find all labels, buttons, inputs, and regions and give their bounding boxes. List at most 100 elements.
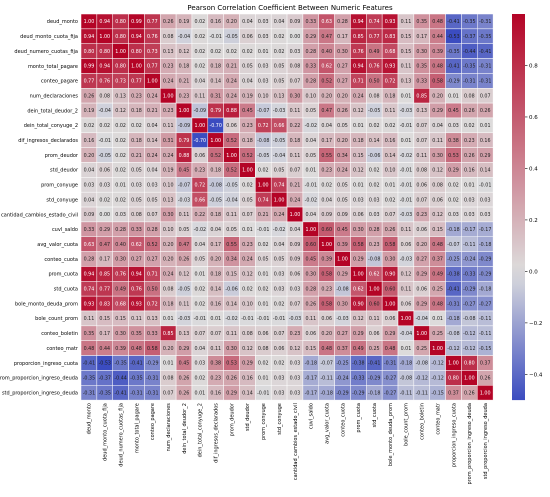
cell-value-label: 1.00 — [242, 168, 253, 174]
cell-value-label: -0.03 — [289, 316, 301, 322]
cell-value-label: -0.05 — [225, 182, 237, 188]
cell-value-label: -0.33 — [352, 376, 364, 382]
cell-value-label: -0.02 — [194, 227, 206, 233]
cell-value-label: 0.37 — [337, 346, 348, 352]
cell-value-label: 0.93 — [84, 301, 95, 307]
cell-value-label: 0.26 — [179, 376, 190, 382]
cell-value-label: -0.12 — [463, 331, 475, 337]
cell-value-label: 0.09 — [84, 212, 95, 218]
cell-value-label: 0.07 — [290, 301, 301, 307]
cell-value-label: 1.00 — [84, 19, 95, 25]
cell-value-label: 0.08 — [258, 346, 269, 352]
cell-value-label: 0.01 — [258, 272, 269, 278]
cell-value-label: 0.06 — [274, 346, 285, 352]
cell-value-label: -0.44 — [114, 376, 126, 382]
cell-value-label: 0.40 — [321, 49, 332, 55]
cell-value-label: 0.05 — [305, 108, 316, 114]
cell-value-label: 0.48 — [321, 346, 332, 352]
cell-value-label: 0.28 — [305, 286, 316, 292]
cell-value-label: 0.01 — [163, 316, 174, 322]
cell-value-label: 0.76 — [99, 79, 110, 85]
x-tick-label: conteo_pagare — [150, 403, 156, 440]
cell-value-label: 0.80 — [84, 49, 95, 55]
cell-value-label: -0.01 — [194, 316, 206, 322]
cell-value-label: 0.45 — [448, 108, 459, 114]
cell-value-label: 0.85 — [416, 93, 427, 99]
cell-value-label: 0.02 — [115, 153, 126, 159]
cell-value-label: 0.27 — [337, 331, 348, 337]
cell-value-label: 0.24 — [353, 93, 364, 99]
x-tick-label: dein_total_conyuge_2 — [198, 403, 204, 457]
cell-value-label: 0.22 — [290, 123, 301, 129]
cell-value-label: 1.00 — [163, 93, 174, 99]
cell-value-label: -0.07 — [320, 361, 332, 367]
cell-value-label: 0.06 — [416, 182, 427, 188]
cell-value-label: 0.03 — [353, 197, 364, 203]
cell-value-label: 0.62 — [131, 242, 142, 248]
cell-value-label: 0.85 — [163, 331, 174, 337]
cell-value-label: -0.05 — [273, 138, 285, 144]
x-tick-label: monto_total_pagare — [134, 403, 140, 453]
y-tick-label: cuvl_saldo — [52, 227, 78, 233]
cell-value-label: 0.09 — [290, 19, 301, 25]
cell-value-label: 0.11 — [226, 331, 237, 337]
cell-value-label: -0.18 — [400, 361, 412, 367]
y-tick-label: bole_count_prom — [35, 316, 78, 322]
colorbar-tick-label: −0.2 — [529, 321, 542, 327]
cell-value-label: 0.66 — [195, 197, 206, 203]
cell-value-label: -0.05 — [225, 34, 237, 40]
cell-value-label: 0.72 — [258, 123, 269, 129]
cell-value-label: -0.02 — [305, 123, 317, 129]
cell-value-label: 0.60 — [305, 242, 316, 248]
cell-value-label: 0.18 — [210, 272, 221, 278]
x-tick-label: prom_cuota — [356, 403, 362, 433]
cell-value-label: 0.05 — [337, 197, 348, 203]
cell-value-label: 0.72 — [147, 301, 158, 307]
cell-value-label: 0.06 — [353, 212, 364, 218]
cell-value-label: -0.41 — [447, 64, 459, 70]
cell-value-label: 0.77 — [369, 34, 380, 40]
cell-value-label: 0.99 — [84, 64, 95, 70]
cell-value-label: 0.11 — [416, 153, 427, 159]
cell-value-label: 0.35 — [416, 19, 427, 25]
cell-value-label: -0.35 — [463, 64, 475, 70]
cell-value-label: 0.33 — [84, 227, 95, 233]
cell-value-label: -0.25 — [447, 257, 459, 263]
cell-value-label: 0.04 — [147, 123, 158, 129]
cell-value-label: 0.04 — [321, 197, 332, 203]
cell-value-label: 0.62 — [369, 272, 380, 278]
cell-value-label: 0.30 — [337, 49, 348, 55]
y-tick-label: cantidad_cambios_estado_civil — [1, 212, 78, 218]
cell-value-label: -0.17 — [479, 227, 491, 233]
cell-value-label: 0.07 — [290, 168, 301, 174]
cell-value-label: 0.14 — [210, 286, 221, 292]
cell-value-label: 0.27 — [131, 257, 142, 263]
cell-value-label: -0.41 — [130, 361, 142, 367]
cell-value-label: 0.45 — [337, 227, 348, 233]
cell-value-label: 0.02 — [258, 242, 269, 248]
cell-value-label: 0.26 — [179, 390, 190, 396]
cell-value-label: 0.11 — [432, 138, 443, 144]
cell-value-label: -0.18 — [479, 286, 491, 292]
cell-value-label: 0.23 — [416, 212, 427, 218]
cell-value-label: 0.01 — [353, 123, 364, 129]
cell-value-label: 0.26 — [385, 227, 396, 233]
cell-value-label: -0.08 — [210, 182, 222, 188]
cell-value-label: 0.73 — [115, 79, 126, 85]
cell-value-label: 0.16 — [464, 168, 475, 174]
cell-value-label: 0.07 — [290, 79, 301, 85]
cell-value-label: 0.02 — [195, 49, 206, 55]
cell-value-label: 0.23 — [195, 168, 206, 174]
cell-value-label: 0.27 — [337, 64, 348, 70]
cell-value-label: 0.08 — [369, 93, 380, 99]
cell-value-label: 0.01 — [163, 361, 174, 367]
x-tick-label: prom_conyuge — [261, 403, 267, 440]
cell-value-label: 0.12 — [179, 272, 190, 278]
cell-value-label: 0.10 — [385, 168, 396, 174]
cell-value-label: 0.29 — [385, 331, 396, 337]
cell-value-label: 0.01 — [305, 168, 316, 174]
cell-value-label: 0.06 — [385, 316, 396, 322]
cell-value-label: 0.55 — [226, 242, 237, 248]
cell-value-label: 0.48 — [432, 242, 443, 248]
cell-value-label: 0.26 — [480, 376, 491, 382]
